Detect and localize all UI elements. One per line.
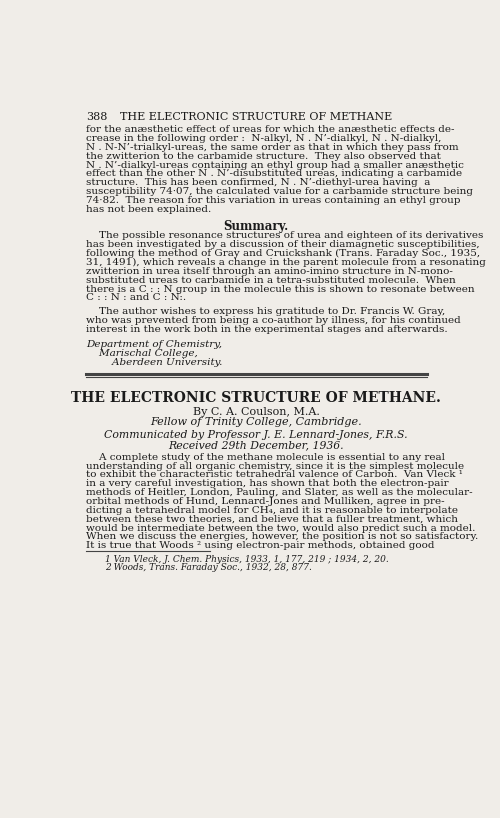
Text: has been investigated by a discussion of their diamagnetic susceptibilities,: has been investigated by a discussion of… [86, 240, 479, 249]
Text: to exhibit the characteristic tetrahedral valence of Carbon.  Van Vleck ¹: to exhibit the characteristic tetrahedra… [86, 470, 463, 479]
Text: N . N-N’-trialkyl-ureas, the same order as that in which they pass from: N . N-N’-trialkyl-ureas, the same order … [86, 143, 459, 152]
Text: 74·82.  The reason for this variation in ureas containing an ethyl group: 74·82. The reason for this variation in … [86, 196, 460, 205]
Text: between these two theories, and believe that a fuller treatment, which: between these two theories, and believe … [86, 515, 458, 524]
Text: substituted ureas to carbamide in a tetra-substituted molecule.  When: substituted ureas to carbamide in a tetr… [86, 276, 456, 285]
Text: 2 Woods, Trans. Faraday Soc., 1932, 28, 877.: 2 Woods, Trans. Faraday Soc., 1932, 28, … [105, 564, 312, 573]
Text: susceptibility 74·07, the calculated value for a carbamide structure being: susceptibility 74·07, the calculated val… [86, 187, 473, 196]
Text: The possible resonance structures of urea and eighteen of its derivatives: The possible resonance structures of ure… [86, 231, 483, 240]
Text: dicting a tetrahedral model for CH₄, and it is reasonable to interpolate: dicting a tetrahedral model for CH₄, and… [86, 506, 458, 515]
Text: who was prevented from being a co-author by illness, for his continued: who was prevented from being a co-author… [86, 316, 461, 325]
Text: By C. A. Coulson, M.A.: By C. A. Coulson, M.A. [193, 407, 320, 416]
Text: crease in the following order :  N-alkyl, N . N’-dialkyl, N . N-dialkyl,: crease in the following order : N-alkyl,… [86, 134, 441, 143]
Text: Communicated by Professor J. E. Lennard-Jones, F.R.S.: Communicated by Professor J. E. Lennard-… [104, 429, 408, 439]
Text: for the anæsthetic effect of ureas for which the anæsthetic effects de-: for the anæsthetic effect of ureas for w… [86, 125, 454, 134]
Text: following the method of Gray and Cruickshank (Trans. Faraday Soc., 1935,: following the method of Gray and Cruicks… [86, 249, 480, 258]
Text: Department of Chemistry,: Department of Chemistry, [86, 340, 222, 349]
Text: zwitterion in urea itself through an amino-imino structure in N-mono-: zwitterion in urea itself through an ami… [86, 267, 453, 276]
Text: 1 Van Vleck, J. Chem. Physics, 1933, 1, 177, 219 ; 1934, 2, 20.: 1 Van Vleck, J. Chem. Physics, 1933, 1, … [105, 555, 389, 564]
Text: 31, 1491), which reveals a change in the parent molecule from a resonating: 31, 1491), which reveals a change in the… [86, 258, 485, 267]
Text: 388: 388 [86, 112, 107, 122]
Text: Received 29th December, 1936.: Received 29th December, 1936. [168, 440, 344, 451]
Text: When we discuss the energies, however, the position is not so satisfactory.: When we discuss the energies, however, t… [86, 533, 478, 542]
Text: orbital methods of Hund, Lennard-Jones and Mulliken, agree in pre-: orbital methods of Hund, Lennard-Jones a… [86, 497, 445, 506]
Text: there is a C : : N group in the molecule this is shown to resonate between: there is a C : : N group in the molecule… [86, 285, 474, 294]
Text: Fellow of Trinity College, Cambridge.: Fellow of Trinity College, Cambridge. [150, 417, 362, 427]
Text: Summary.: Summary. [224, 220, 289, 233]
Text: effect than the other N . N’-disubstituted ureas, indicating a carbamide: effect than the other N . N’-disubstitut… [86, 169, 462, 178]
Text: C : : N : and C : N:.: C : : N : and C : N:. [86, 294, 186, 303]
Text: would be intermediate between the two, would also predict such a model.: would be intermediate between the two, w… [86, 524, 475, 533]
Text: The author wishes to express his gratitude to Dr. Francis W. Gray,: The author wishes to express his gratitu… [86, 308, 445, 317]
Text: THE ELECTRONIC STRUCTURE OF METHANE.: THE ELECTRONIC STRUCTURE OF METHANE. [72, 391, 441, 405]
Text: the zwitterion to the carbamide structure.  They also observed that: the zwitterion to the carbamide structur… [86, 151, 441, 160]
Text: in a very careful investigation, has shown that both the electron-pair: in a very careful investigation, has sho… [86, 479, 449, 488]
Text: It is true that Woods ² using electron-pair methods, obtained good: It is true that Woods ² using electron-p… [86, 542, 434, 551]
Text: Aberdeen University.: Aberdeen University. [86, 357, 222, 366]
Text: N . N’-dialkyl-ureas containing an ethyl group had a smaller anæsthetic: N . N’-dialkyl-ureas containing an ethyl… [86, 160, 464, 169]
Text: A complete study of the methane molecule is essential to any real: A complete study of the methane molecule… [86, 452, 445, 461]
Text: methods of Heitler, London, Pauling, and Slater, as well as the molecular-: methods of Heitler, London, Pauling, and… [86, 488, 472, 497]
Text: THE ELECTRONIC STRUCTURE OF METHANE: THE ELECTRONIC STRUCTURE OF METHANE [120, 112, 392, 122]
Text: interest in the work both in the experimental stages and afterwards.: interest in the work both in the experim… [86, 325, 448, 334]
Text: structure.  This has been confirmed, N . N’-diethyl-urea having  a: structure. This has been confirmed, N . … [86, 178, 430, 187]
Text: Marischal College,: Marischal College, [86, 348, 198, 357]
Text: understanding of all organic chemistry, since it is the simplest molecule: understanding of all organic chemistry, … [86, 461, 464, 470]
Text: has not been explained.: has not been explained. [86, 204, 211, 213]
